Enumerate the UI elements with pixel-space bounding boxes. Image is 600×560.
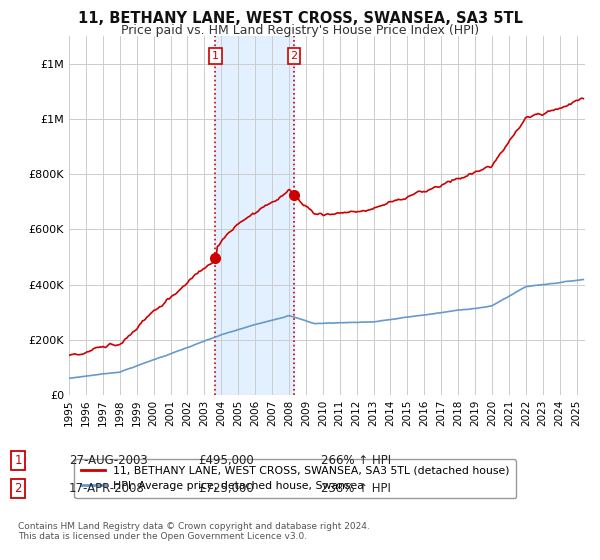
Text: 27-AUG-2003: 27-AUG-2003 [69, 454, 148, 467]
Text: 11, BETHANY LANE, WEST CROSS, SWANSEA, SA3 5TL: 11, BETHANY LANE, WEST CROSS, SWANSEA, S… [77, 11, 523, 26]
Text: £725,000: £725,000 [198, 482, 254, 495]
Text: 2: 2 [14, 482, 22, 495]
Text: £495,000: £495,000 [198, 454, 254, 467]
Text: 1: 1 [212, 51, 219, 61]
Text: 266% ↑ HPI: 266% ↑ HPI [321, 454, 391, 467]
Bar [215, 36, 294, 395]
Text: 17-APR-2008: 17-APR-2008 [69, 482, 145, 495]
Text: 2: 2 [290, 51, 298, 61]
Text: 1: 1 [14, 454, 22, 467]
Text: 238% ↑ HPI: 238% ↑ HPI [321, 482, 391, 495]
Text: Contains HM Land Registry data © Crown copyright and database right 2024.
This d: Contains HM Land Registry data © Crown c… [18, 522, 370, 542]
Text: Price paid vs. HM Land Registry's House Price Index (HPI): Price paid vs. HM Land Registry's House … [121, 24, 479, 36]
Legend: 11, BETHANY LANE, WEST CROSS, SWANSEA, SA3 5TL (detached house), HPI: Average pr: 11, BETHANY LANE, WEST CROSS, SWANSEA, S… [74, 459, 517, 498]
